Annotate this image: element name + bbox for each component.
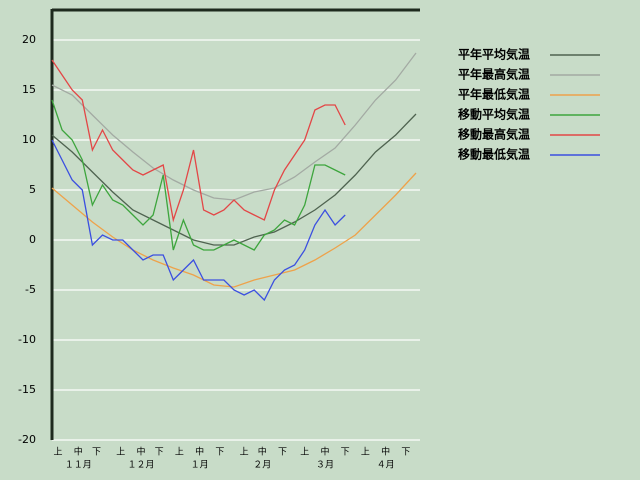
legend-label: 平年最高気温 [458, 67, 530, 82]
x-tick-label: 中 [74, 446, 83, 458]
x-tick-label: 下 [341, 448, 350, 458]
y-tick-label: 20 [22, 33, 36, 46]
y-tick-label: -5 [25, 283, 36, 296]
x-tick-label: 上 [116, 447, 125, 458]
x-tick-label: 下 [155, 448, 164, 458]
x-tick-label: 上 [175, 447, 184, 458]
month-label: ３月 [316, 460, 334, 471]
x-tick-label: 中 [195, 446, 204, 458]
x-tick-label: 上 [240, 447, 249, 458]
series-line [51, 113, 417, 246]
x-tick-label: 中 [381, 446, 390, 458]
y-tick-label: 10 [22, 133, 36, 146]
legend-label: 移動最低気温 [458, 147, 530, 162]
legend-label: 平年平均気温 [458, 47, 530, 62]
month-label: １２月 [127, 460, 154, 471]
series-line [51, 139, 346, 302]
y-tick-label: -20 [18, 433, 36, 446]
x-tick-label: 上 [361, 447, 370, 458]
month-label: ２月 [253, 460, 271, 471]
series-line [51, 59, 346, 223]
month-label: ４月 [377, 460, 395, 471]
y-tick-label: -10 [18, 333, 36, 346]
x-tick-label: 下 [215, 448, 224, 458]
legend-label: 移動平均気温 [458, 107, 530, 122]
legend-label: 平年最低気温 [458, 87, 530, 102]
y-tick-label: -15 [18, 383, 36, 396]
x-tick-label: 下 [278, 448, 287, 458]
x-tick-label: 中 [136, 446, 145, 458]
series-line [51, 99, 346, 251]
y-tick-label: 5 [29, 183, 36, 196]
legend-label: 移動最高気温 [458, 127, 530, 142]
month-label: １月 [191, 460, 209, 471]
x-tick-label: 下 [92, 448, 101, 458]
x-tick-label: 上 [300, 447, 309, 458]
y-tick-label: 15 [22, 83, 36, 96]
month-label: １１月 [65, 460, 92, 471]
x-tick-label: 中 [320, 446, 329, 458]
y-tick-label: 0 [29, 233, 36, 246]
x-tick-label: 上 [54, 447, 63, 458]
series-line [51, 172, 417, 288]
x-tick-label: 中 [258, 446, 267, 458]
x-tick-label: 下 [401, 448, 410, 458]
